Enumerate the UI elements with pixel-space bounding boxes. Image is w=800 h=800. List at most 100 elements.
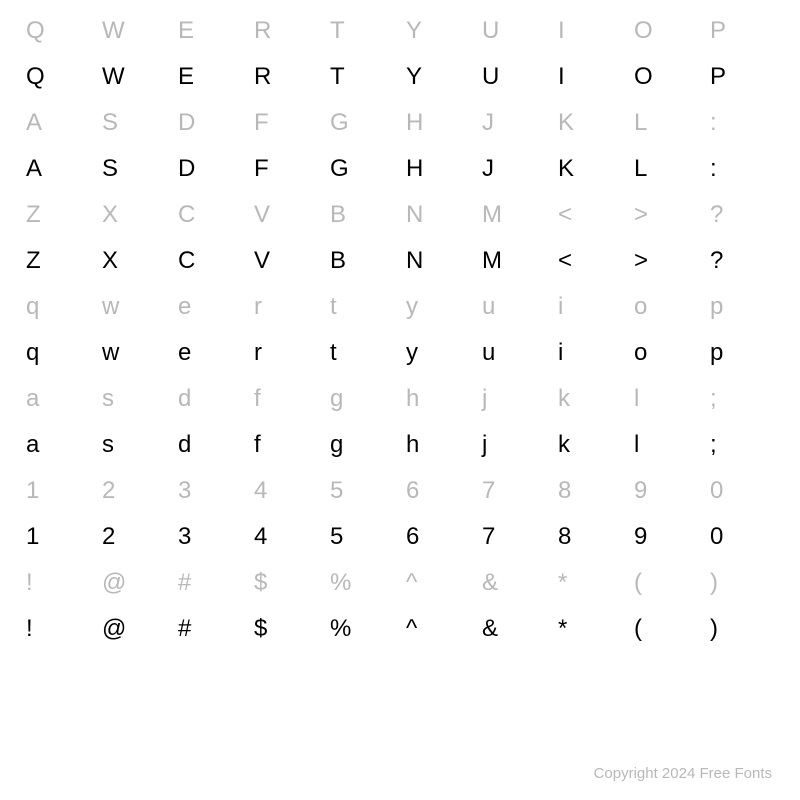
sample-glyph: K — [552, 146, 628, 192]
reference-glyph: d — [172, 376, 248, 422]
sample-glyph: w — [96, 330, 172, 376]
sample-glyph: B — [324, 238, 400, 284]
sample-glyph: j — [476, 422, 552, 468]
sample-glyph: q — [20, 330, 96, 376]
reference-glyph: w — [96, 284, 172, 330]
reference-glyph: ^ — [400, 560, 476, 606]
reference-glyph: 9 — [628, 468, 704, 514]
reference-glyph: k — [552, 376, 628, 422]
reference-glyph: W — [96, 8, 172, 54]
sample-glyph: Z — [20, 238, 96, 284]
reference-glyph: 8 — [552, 468, 628, 514]
sample-glyph: $ — [248, 606, 324, 652]
reference-glyph: L — [628, 100, 704, 146]
reference-glyph: O — [628, 8, 704, 54]
reference-glyph: Y — [400, 8, 476, 54]
sample-glyph: y — [400, 330, 476, 376]
reference-glyph: P — [704, 8, 780, 54]
sample-glyph: C — [172, 238, 248, 284]
sample-glyph: r — [248, 330, 324, 376]
sample-glyph: ) — [704, 606, 780, 652]
sample-glyph: : — [704, 146, 780, 192]
reference-glyph: F — [248, 100, 324, 146]
sample-glyph: & — [476, 606, 552, 652]
reference-glyph: % — [324, 560, 400, 606]
reference-glyph: r — [248, 284, 324, 330]
reference-glyph: 1 — [20, 468, 96, 514]
reference-glyph: s — [96, 376, 172, 422]
reference-glyph: u — [476, 284, 552, 330]
reference-glyph: : — [704, 100, 780, 146]
reference-glyph: G — [324, 100, 400, 146]
reference-glyph: I — [552, 8, 628, 54]
sample-glyph: s — [96, 422, 172, 468]
copyright-footer: Copyright 2024 Free Fonts — [594, 765, 772, 782]
sample-glyph: I — [552, 54, 628, 100]
sample-glyph: f — [248, 422, 324, 468]
sample-glyph: @ — [96, 606, 172, 652]
sample-glyph: V — [248, 238, 324, 284]
sample-glyph: P — [704, 54, 780, 100]
sample-glyph: ^ — [400, 606, 476, 652]
sample-glyph: 9 — [628, 514, 704, 560]
sample-glyph: 2 — [96, 514, 172, 560]
sample-glyph: % — [324, 606, 400, 652]
reference-glyph: 2 — [96, 468, 172, 514]
sample-glyph: e — [172, 330, 248, 376]
reference-glyph: ! — [20, 560, 96, 606]
sample-glyph: * — [552, 606, 628, 652]
reference-glyph: Z — [20, 192, 96, 238]
sample-glyph: 6 — [400, 514, 476, 560]
sample-glyph: 7 — [476, 514, 552, 560]
sample-glyph: 3 — [172, 514, 248, 560]
reference-glyph: @ — [96, 560, 172, 606]
reference-glyph: & — [476, 560, 552, 606]
sample-glyph: ? — [704, 238, 780, 284]
reference-glyph: ) — [704, 560, 780, 606]
reference-glyph: B — [324, 192, 400, 238]
reference-glyph: ( — [628, 560, 704, 606]
sample-glyph: ( — [628, 606, 704, 652]
reference-glyph: S — [96, 100, 172, 146]
reference-glyph: Q — [20, 8, 96, 54]
reference-glyph: a — [20, 376, 96, 422]
sample-glyph: T — [324, 54, 400, 100]
reference-glyph: * — [552, 560, 628, 606]
reference-glyph: J — [476, 100, 552, 146]
sample-glyph: N — [400, 238, 476, 284]
reference-glyph: l — [628, 376, 704, 422]
sample-glyph: H — [400, 146, 476, 192]
reference-glyph: X — [96, 192, 172, 238]
sample-glyph: U — [476, 54, 552, 100]
sample-glyph: ; — [704, 422, 780, 468]
reference-glyph: f — [248, 376, 324, 422]
reference-glyph: e — [172, 284, 248, 330]
sample-glyph: A — [20, 146, 96, 192]
reference-glyph: 7 — [476, 468, 552, 514]
sample-glyph: a — [20, 422, 96, 468]
reference-glyph: g — [324, 376, 400, 422]
reference-glyph: R — [248, 8, 324, 54]
reference-glyph: C — [172, 192, 248, 238]
sample-glyph: g — [324, 422, 400, 468]
reference-glyph: T — [324, 8, 400, 54]
sample-glyph: Q — [20, 54, 96, 100]
reference-glyph: N — [400, 192, 476, 238]
sample-glyph: t — [324, 330, 400, 376]
sample-glyph: ! — [20, 606, 96, 652]
reference-glyph: h — [400, 376, 476, 422]
reference-glyph: A — [20, 100, 96, 146]
sample-glyph: p — [704, 330, 780, 376]
sample-glyph: d — [172, 422, 248, 468]
font-specimen-grid: QWERTYUIOPQWERTYUIOPASDFGHJKL:ASDFGHJKL:… — [20, 0, 780, 652]
reference-glyph: y — [400, 284, 476, 330]
sample-glyph: O — [628, 54, 704, 100]
sample-glyph: l — [628, 422, 704, 468]
sample-glyph: 8 — [552, 514, 628, 560]
sample-glyph: 5 — [324, 514, 400, 560]
sample-glyph: E — [172, 54, 248, 100]
reference-glyph: D — [172, 100, 248, 146]
sample-glyph: S — [96, 146, 172, 192]
sample-glyph: < — [552, 238, 628, 284]
sample-glyph: L — [628, 146, 704, 192]
